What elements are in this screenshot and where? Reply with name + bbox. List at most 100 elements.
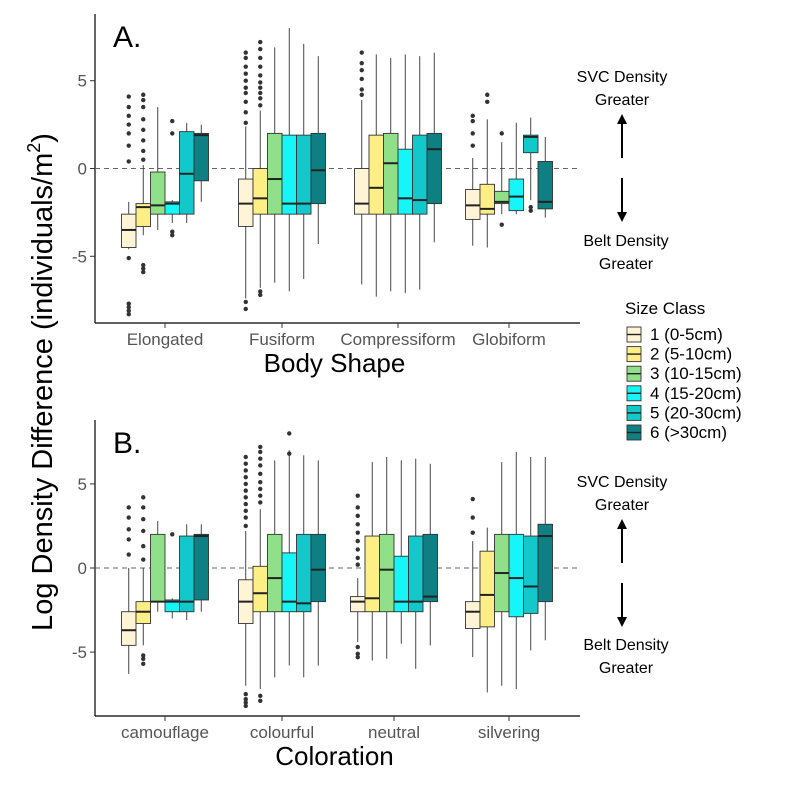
outlier-point xyxy=(470,113,475,119)
x-category-label: Compressiform xyxy=(340,330,455,349)
y-axis-title-sup: 2 xyxy=(24,143,44,153)
outlier-point xyxy=(126,122,131,127)
legend-label: 3 (10-15cm) xyxy=(650,364,742,383)
annotation-panel-b: SVC Density Greater Belt Density Greater xyxy=(577,474,669,677)
outlier-point xyxy=(258,85,263,90)
outlier-point xyxy=(243,461,248,466)
outlier-point xyxy=(243,299,248,305)
box xyxy=(537,161,553,210)
legend-label: 5 (20-30cm) xyxy=(650,403,742,422)
outlier-point xyxy=(141,528,146,534)
svc-density-label-a1: SVC Density xyxy=(577,69,668,86)
box xyxy=(523,134,539,154)
outlier-point xyxy=(141,266,146,271)
y-tick-label: 5 xyxy=(78,475,87,494)
outlier-point xyxy=(470,118,475,124)
outlier-point xyxy=(243,495,248,500)
outlier-point xyxy=(355,513,360,519)
outlier-point xyxy=(528,204,533,210)
up-arrow-head-icon xyxy=(617,114,627,124)
box xyxy=(281,134,297,215)
box xyxy=(508,533,524,618)
outlier-point xyxy=(126,113,131,119)
box xyxy=(252,168,268,215)
box xyxy=(479,550,495,628)
outlier-point xyxy=(258,486,263,492)
outlier-point xyxy=(243,515,248,520)
outlier-point xyxy=(170,118,175,124)
outlier-point xyxy=(141,92,146,97)
annotation-panel-a: SVC Density Greater Belt Density Greater xyxy=(577,69,669,273)
outlier-point xyxy=(485,92,490,97)
outlier-point xyxy=(359,67,364,73)
box xyxy=(281,552,297,613)
legend-title: Size Class xyxy=(625,299,705,318)
outlier-point xyxy=(499,222,504,227)
belt-density-label-b2: Greater xyxy=(599,660,654,677)
x-axis-title: Coloration xyxy=(275,741,394,771)
outlier-point xyxy=(126,552,131,557)
outlier-point xyxy=(126,505,131,510)
outlier-point xyxy=(258,39,263,45)
outlier-point xyxy=(243,454,248,460)
panel-label: B. xyxy=(113,427,141,460)
box xyxy=(393,555,409,613)
box xyxy=(354,168,370,215)
outlier-point xyxy=(126,131,131,136)
outlier-point xyxy=(243,90,248,96)
outlier-point xyxy=(141,495,146,500)
y-tick-label: 0 xyxy=(78,160,87,179)
x-category-label: silvering xyxy=(478,723,540,742)
outlier-point xyxy=(141,656,146,662)
outlier-point xyxy=(470,515,475,520)
box xyxy=(135,203,151,227)
legend-label: 2 (5-10cm) xyxy=(650,345,732,364)
outlier-point xyxy=(126,143,131,148)
box xyxy=(523,535,539,614)
outlier-point xyxy=(243,85,248,90)
x-axis-title: Body Shape xyxy=(264,348,406,378)
outlier-point xyxy=(258,46,263,52)
box xyxy=(383,132,399,215)
down-arrow-head-icon xyxy=(617,617,627,627)
box xyxy=(296,134,312,215)
outlier-point xyxy=(141,269,146,275)
outlier-point xyxy=(359,92,364,97)
outlier-point xyxy=(287,431,292,436)
outlier-point xyxy=(126,301,131,306)
box xyxy=(537,523,553,603)
panel-b: 5 0 -5 camouflage colourful neutral silvering B… xyxy=(72,420,580,771)
box xyxy=(397,148,413,215)
box xyxy=(310,132,326,205)
box xyxy=(350,596,366,613)
outlier-point xyxy=(355,493,360,498)
outlier-point xyxy=(126,537,131,542)
x-category-label: Globiform xyxy=(472,330,546,349)
outlier-point xyxy=(355,530,360,535)
x-category-label: neutral xyxy=(368,723,420,742)
belt-density-label-a1: Belt Density xyxy=(583,233,668,250)
outlier-point xyxy=(258,55,263,61)
outlier-point xyxy=(258,500,263,505)
box xyxy=(267,533,283,613)
outlier-point xyxy=(141,127,146,133)
outlier-point xyxy=(126,304,131,310)
box xyxy=(422,533,438,603)
x-category-label: colourful xyxy=(250,723,314,742)
outlier-point xyxy=(258,289,263,294)
belt-density-label-a2: Greater xyxy=(599,256,654,273)
outlier-point xyxy=(141,117,146,122)
outlier-point xyxy=(485,99,490,104)
outlier-point xyxy=(243,696,248,702)
outlier-point xyxy=(258,292,263,298)
box xyxy=(408,535,424,613)
outlier-point xyxy=(355,522,360,527)
outlier-point xyxy=(126,312,131,317)
y-tick-label: -5 xyxy=(72,643,87,662)
panel-a: 5 0 -5 Elongated Fusiform Compressiform Globif… xyxy=(72,14,580,378)
outlier-point xyxy=(243,50,248,55)
x-category-label: Fusiform xyxy=(249,330,315,349)
x-category-label: Elongated xyxy=(127,330,204,349)
outlier-point xyxy=(243,481,248,487)
